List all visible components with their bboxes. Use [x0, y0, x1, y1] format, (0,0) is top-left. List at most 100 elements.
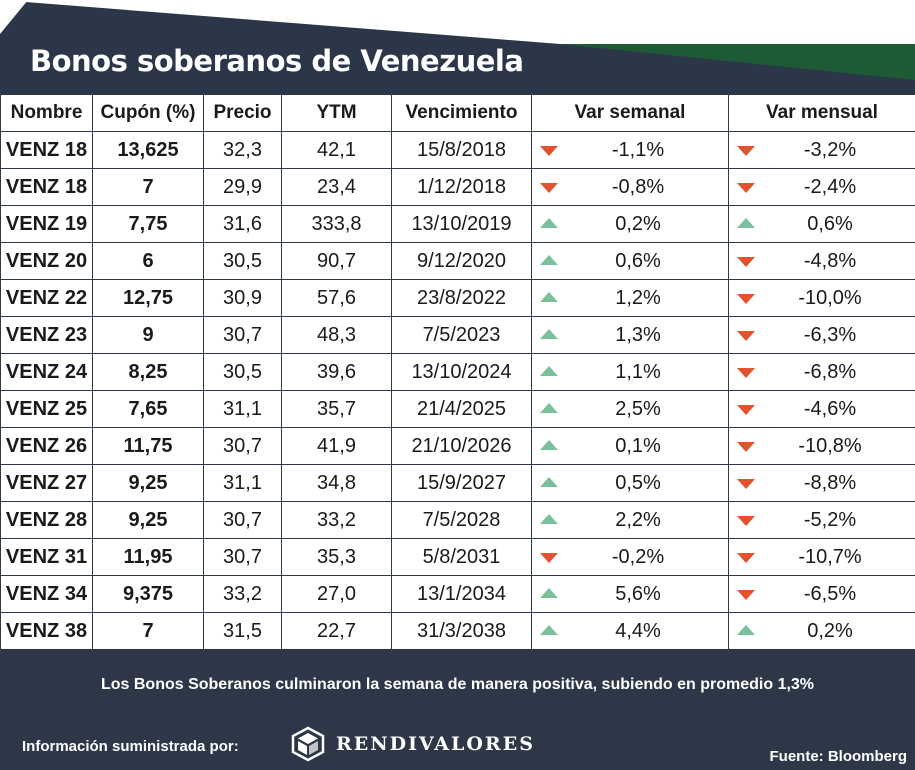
- table-row: VENZ 31 11,95 30,7 35,3 5/8/2031 -0,2% -10,7%: [0, 538, 915, 576]
- table-row: VENZ 19 7,75 31,6 333,8 13/10/2019 0,2% 0,6%: [0, 205, 915, 243]
- monthly-change-cell: 0,2%: [728, 612, 915, 650]
- monthly-change-cell: -8,8%: [728, 464, 915, 502]
- bond-name-cell: VENZ 27: [0, 464, 93, 502]
- down-arrow-icon: [540, 146, 558, 156]
- weekly-change-value: -0,2%: [611, 545, 665, 568]
- monthly-change-value: -2,4%: [803, 175, 857, 198]
- price-cell: 30,5: [203, 242, 282, 280]
- weekly-change-cell: 5,6%: [531, 575, 729, 613]
- table-row: VENZ 26 11,75 30,7 41,9 21/10/2026 0,1% -10,8%: [0, 427, 915, 465]
- coupon-cell: 11,75: [92, 427, 204, 465]
- price-cell: 30,5: [203, 353, 282, 391]
- down-arrow-icon: [737, 442, 755, 452]
- maturity-cell: 9/12/2020: [391, 242, 532, 280]
- ytm-cell: 27,0: [281, 575, 392, 613]
- bond-name-cell: VENZ 18: [0, 168, 93, 206]
- weekly-change-value: 0,1%: [615, 434, 661, 457]
- price-cell: 30,7: [203, 427, 282, 465]
- up-arrow-icon: [540, 477, 558, 487]
- price-cell: 31,1: [203, 390, 282, 428]
- up-arrow-icon: [540, 292, 558, 302]
- price-cell: 29,9: [203, 168, 282, 206]
- header-banner: Bonos soberanos de Venezuela: [0, 0, 915, 94]
- bond-name-cell: VENZ 38: [0, 612, 93, 650]
- coupon-cell: 9: [92, 316, 204, 354]
- maturity-cell: 23/8/2022: [391, 279, 532, 317]
- table-row: VENZ 27 9,25 31,1 34,8 15/9/2027 0,5% -8,8%: [0, 464, 915, 502]
- ytm-cell: 48,3: [281, 316, 392, 354]
- bond-name-cell: VENZ 31: [0, 538, 93, 576]
- column-header-ytm: YTM: [281, 94, 392, 132]
- monthly-change-cell: -4,8%: [728, 242, 915, 280]
- table-row: VENZ 34 9,375 33,2 27,0 13/1/2034 5,6% -6,5%: [0, 575, 915, 613]
- monthly-change-value: 0,6%: [807, 212, 853, 235]
- monthly-change-value: -10,8%: [798, 434, 862, 457]
- weekly-change-value: 2,5%: [615, 397, 661, 420]
- down-arrow-icon: [737, 590, 755, 600]
- table-row: VENZ 20 6 30,5 90,7 9/12/2020 0,6% -4,8%: [0, 242, 915, 280]
- down-arrow-icon: [540, 553, 558, 563]
- down-arrow-icon: [737, 479, 755, 489]
- monthly-change-cell: -4,6%: [728, 390, 915, 428]
- ytm-cell: 35,3: [281, 538, 392, 576]
- weekly-change-value: 4,4%: [615, 619, 661, 642]
- monthly-change-cell: -5,2%: [728, 501, 915, 539]
- bond-name-cell: VENZ 34: [0, 575, 93, 613]
- monthly-change-value: -6,5%: [803, 582, 857, 605]
- weekly-change-cell: -1,1%: [531, 131, 729, 169]
- bond-name-cell: VENZ 23: [0, 316, 93, 354]
- ytm-cell: 39,6: [281, 353, 392, 391]
- column-header-weekly-change: Var semanal: [531, 94, 729, 132]
- ytm-cell: 41,9: [281, 427, 392, 465]
- ytm-cell: 23,4: [281, 168, 392, 206]
- weekly-change-value: 1,3%: [615, 323, 661, 346]
- monthly-change-value: 0,2%: [807, 619, 853, 642]
- source-credit: Fuente: Bloomberg: [769, 748, 908, 765]
- bonds-table: Nombre Cupón (%) Precio YTM Vencimiento …: [0, 94, 915, 650]
- weekly-change-cell: 2,5%: [531, 390, 729, 428]
- table-row: VENZ 18 13,625 32,3 42,1 15/8/2018 -1,1% -3,2%: [0, 131, 915, 169]
- page-title: Bonos soberanos de Venezuela: [30, 44, 524, 78]
- weekly-change-cell: 0,2%: [531, 205, 729, 243]
- up-arrow-icon: [737, 218, 755, 228]
- weekly-change-value: 1,2%: [615, 286, 661, 309]
- ytm-cell: 90,7: [281, 242, 392, 280]
- coupon-cell: 7: [92, 168, 204, 206]
- info-label: Información suministrada por:: [22, 738, 239, 755]
- weekly-change-cell: 4,4%: [531, 612, 729, 650]
- weekly-change-value: 5,6%: [615, 582, 661, 605]
- coupon-cell: 7: [92, 612, 204, 650]
- price-cell: 31,5: [203, 612, 282, 650]
- maturity-cell: 21/10/2026: [391, 427, 532, 465]
- table-row: VENZ 18 7 29,9 23,4 1/12/2018 -0,8% -2,4%: [0, 168, 915, 206]
- column-header-name: Nombre: [0, 94, 93, 132]
- monthly-change-cell: -10,7%: [728, 538, 915, 576]
- monthly-change-value: -3,2%: [803, 138, 857, 161]
- up-arrow-icon: [737, 625, 755, 635]
- monthly-change-cell: -3,2%: [728, 131, 915, 169]
- bond-name-cell: VENZ 28: [0, 501, 93, 539]
- up-arrow-icon: [540, 403, 558, 413]
- table-row: VENZ 22 12,75 30,9 57,6 23/8/2022 1,2% -10,0%: [0, 279, 915, 317]
- monthly-change-cell: 0,6%: [728, 205, 915, 243]
- down-arrow-icon: [737, 257, 755, 267]
- monthly-change-value: -4,8%: [803, 249, 857, 272]
- bond-name-cell: VENZ 24: [0, 353, 93, 391]
- coupon-cell: 9,25: [92, 464, 204, 502]
- coupon-cell: 8,25: [92, 353, 204, 391]
- weekly-change-value: 0,6%: [615, 249, 661, 272]
- weekly-change-cell: 0,1%: [531, 427, 729, 465]
- table-header-row: Nombre Cupón (%) Precio YTM Vencimiento …: [0, 94, 915, 132]
- table-row: VENZ 38 7 31,5 22,7 31/3/2038 4,4% 0,2%: [0, 612, 915, 650]
- coupon-cell: 7,75: [92, 205, 204, 243]
- ytm-cell: 42,1: [281, 131, 392, 169]
- down-arrow-icon: [737, 146, 755, 156]
- up-arrow-icon: [540, 588, 558, 598]
- down-arrow-icon: [737, 368, 755, 378]
- price-cell: 33,2: [203, 575, 282, 613]
- weekly-change-value: -0,8%: [611, 175, 665, 198]
- coupon-cell: 7,65: [92, 390, 204, 428]
- down-arrow-icon: [737, 405, 755, 415]
- ytm-cell: 35,7: [281, 390, 392, 428]
- monthly-change-value: -5,2%: [803, 508, 857, 531]
